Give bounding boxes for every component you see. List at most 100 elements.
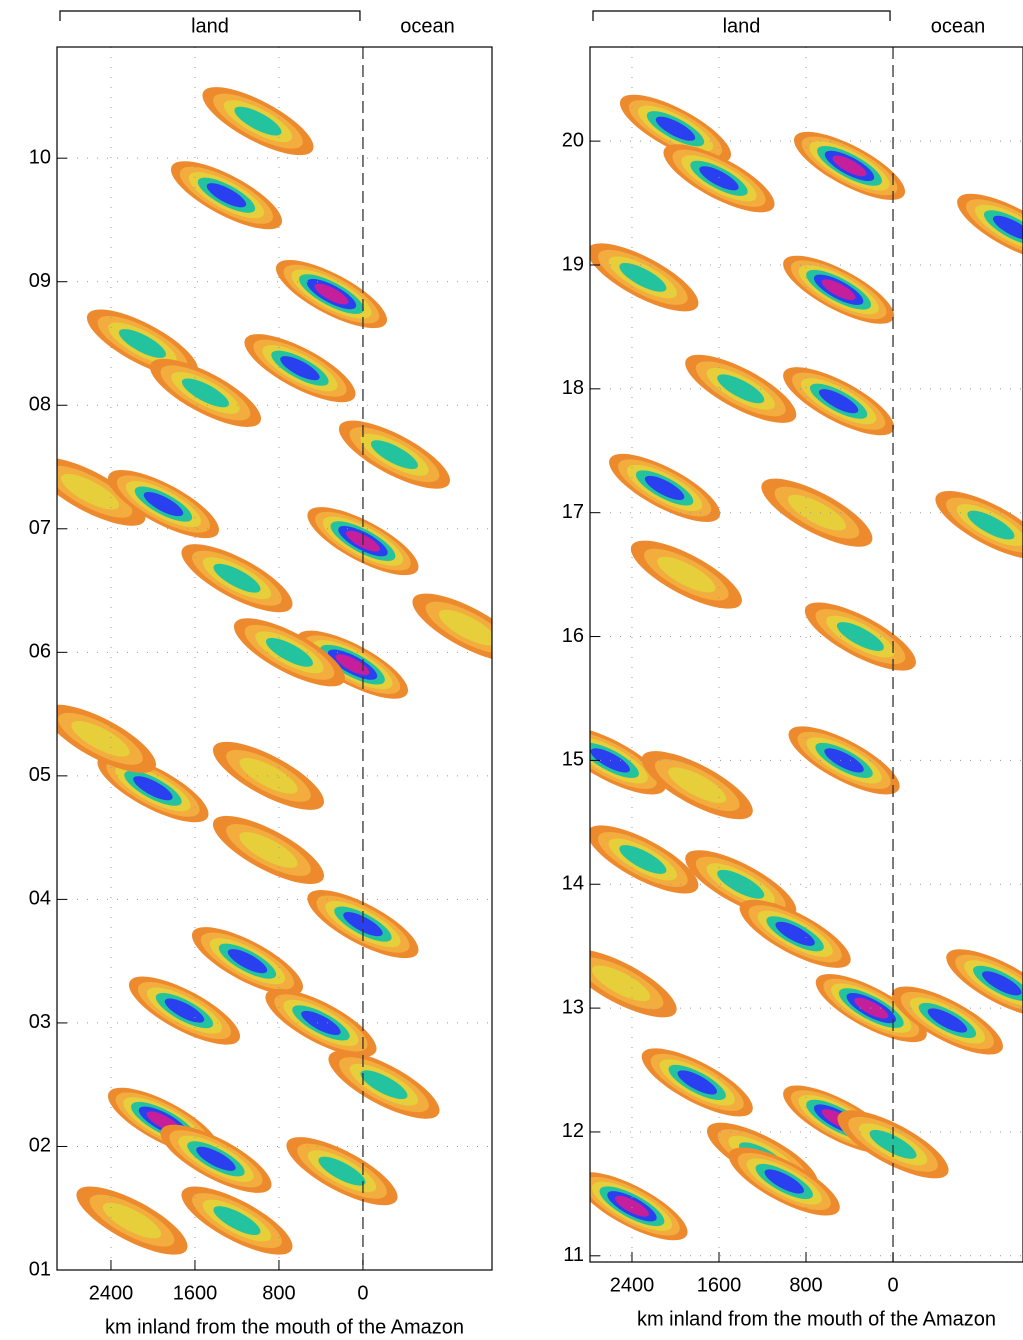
contour-feature <box>793 131 906 200</box>
contour-feature <box>728 1147 840 1216</box>
contour-level <box>143 492 184 517</box>
contour-feature <box>338 420 451 489</box>
y-tick-label: 15 <box>562 749 584 771</box>
contour-feature <box>761 478 873 547</box>
plot-frame <box>56 46 493 1271</box>
contour-level <box>118 329 166 358</box>
contour-level <box>677 1070 717 1095</box>
contour-level <box>927 1008 968 1033</box>
contour-level <box>655 116 696 141</box>
y-tick-label: 07 <box>29 517 51 539</box>
contour-feature <box>307 890 419 959</box>
ocean-label: ocean <box>931 15 986 37</box>
contour-feature <box>590 825 699 894</box>
y-tick-label: 05 <box>29 764 51 786</box>
contour-feature <box>97 754 209 823</box>
contour-feature <box>286 1137 398 1206</box>
contour-feature <box>630 540 742 609</box>
contour-level <box>196 1146 236 1171</box>
contour-level <box>318 1156 366 1186</box>
x-tick-label: 800 <box>789 1274 822 1296</box>
contour-level <box>301 1010 341 1036</box>
contour-level <box>775 921 815 946</box>
contour-feature <box>181 544 293 613</box>
contour-feature <box>641 751 753 820</box>
contour-feature <box>265 988 377 1057</box>
contour-level <box>239 758 298 794</box>
contour-level <box>343 912 383 937</box>
contour-level <box>164 998 205 1023</box>
y-tick-label: 09 <box>29 270 51 292</box>
contour-feature <box>609 453 721 522</box>
contour-level <box>133 776 173 801</box>
contour-level <box>787 494 846 531</box>
contour-level <box>227 949 268 974</box>
contour-feature <box>57 704 157 773</box>
x-tick-label: 1600 <box>173 1282 218 1304</box>
contour-level <box>370 440 418 470</box>
contour-feature <box>946 949 1023 1018</box>
contour-level <box>239 832 298 868</box>
contour-feature <box>837 1110 949 1179</box>
x-tick-label: 2400 <box>89 1282 134 1304</box>
contour-feature <box>739 899 851 968</box>
y-tick-label: 03 <box>29 1011 51 1033</box>
contour-level <box>668 767 727 803</box>
y-tick-label: 08 <box>29 394 51 416</box>
y-tick-label: 18 <box>562 377 584 399</box>
contour-level <box>234 106 282 136</box>
contour-feature <box>212 815 325 885</box>
contour-feature <box>783 255 895 324</box>
contour-level <box>764 1169 804 1194</box>
contour-level <box>206 183 247 208</box>
y-tick-label: 01 <box>29 1258 51 1280</box>
x-axis-label: km inland from the mouth of the Amazon <box>105 1316 464 1338</box>
contour-level <box>438 609 492 646</box>
y-tick-label: 02 <box>29 1135 51 1157</box>
y-tick-label: 20 <box>562 129 584 151</box>
contour-level <box>280 356 320 381</box>
ocean-label: ocean <box>400 15 455 37</box>
contour-level <box>181 378 229 408</box>
contour-level <box>869 1129 917 1159</box>
contour-feature <box>935 491 1023 560</box>
y-tick-label: 17 <box>562 501 584 523</box>
panel: 11 12 13 14 15 16 17 18 19 20 2400 1600 800 0 land ocea… <box>562 10 1023 1330</box>
contour-level <box>60 473 120 510</box>
x-tick-label: 1600 <box>697 1274 742 1296</box>
contour-level <box>71 720 130 757</box>
y-tick-label: 10 <box>29 146 51 168</box>
contour-feature <box>107 470 220 539</box>
y-tick-label: 19 <box>562 253 584 275</box>
contour-level <box>102 1202 162 1239</box>
contour-feature <box>783 367 895 436</box>
contour-level <box>360 1070 408 1100</box>
contour-level <box>213 1206 261 1235</box>
x-tick-label: 800 <box>262 1282 295 1304</box>
contour-feature <box>957 193 1023 262</box>
y-tick-label: 04 <box>29 888 51 910</box>
land-label: land <box>191 15 229 37</box>
contour-feature <box>891 986 1003 1055</box>
land-bracket <box>59 10 361 21</box>
contour-level <box>265 637 313 667</box>
contour-feature <box>296 630 409 699</box>
contour-level <box>967 510 1015 540</box>
contour-feature <box>328 1050 440 1119</box>
contour-level <box>615 1195 649 1217</box>
contour-level <box>824 748 864 773</box>
contour-feature <box>76 1186 188 1255</box>
contour-level <box>657 556 716 593</box>
contour-feature <box>191 927 304 996</box>
contour-level <box>314 283 349 305</box>
contour-feature <box>590 949 677 1018</box>
contour-level <box>818 389 859 414</box>
y-tick-label: 11 <box>563 1244 584 1266</box>
contour-level <box>699 166 739 191</box>
contour-level <box>982 971 1022 996</box>
contour-feature <box>244 334 356 403</box>
contour-feature <box>412 593 492 662</box>
contour-level <box>619 262 667 292</box>
contour-feature <box>233 618 346 687</box>
x-tick-label: 0 <box>357 1282 368 1304</box>
